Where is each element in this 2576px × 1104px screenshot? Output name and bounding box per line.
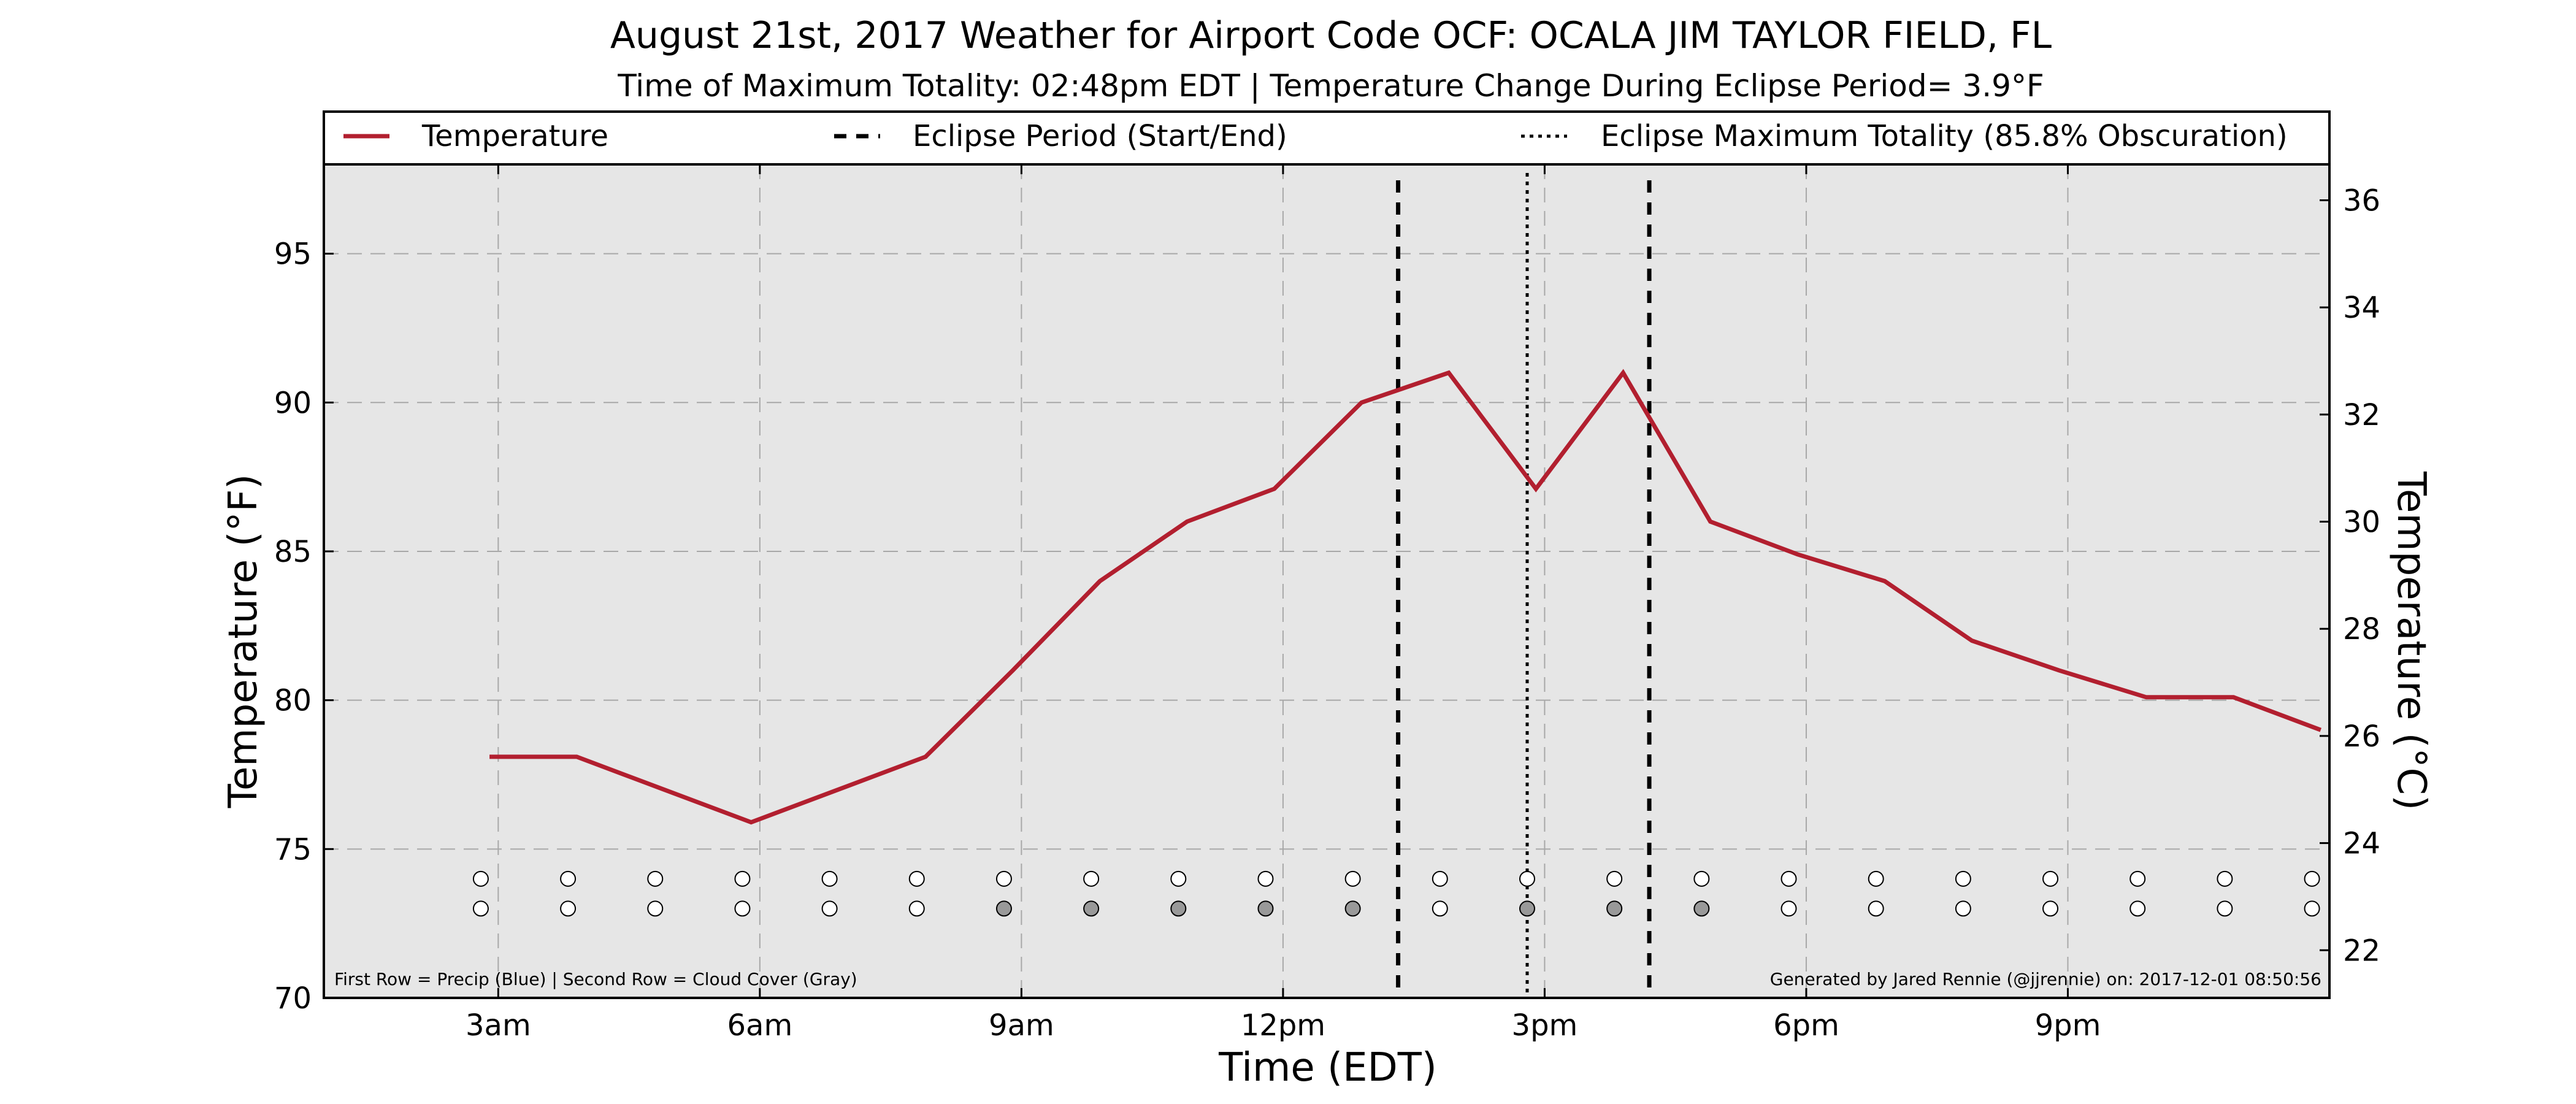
axis-ticks: 3am 6am 9am 12pm 3pm 6pm 9pm 70 75 80 85 90 95 22 24 26… bbox=[274, 164, 2380, 1043]
x-tick-label: 9am bbox=[989, 1008, 1054, 1043]
cloud-cover-dot bbox=[647, 900, 664, 917]
cloud-cover-dot bbox=[821, 900, 838, 917]
cloud-cover-dot bbox=[1606, 900, 1623, 917]
cloud-cover-dot bbox=[1955, 900, 1971, 917]
y-axis-label-left: Temperature (°F) bbox=[221, 474, 266, 809]
precip-dot bbox=[2217, 870, 2233, 887]
x-tick-label: 3pm bbox=[1512, 1008, 1578, 1043]
precip-dot bbox=[1519, 870, 1535, 887]
cloud-cover-dot bbox=[1170, 900, 1187, 917]
y-tick-label-right: 36 bbox=[2343, 184, 2380, 218]
cloud-cover-dot bbox=[1432, 900, 1448, 917]
precip-dot bbox=[647, 870, 664, 887]
y-tick-label-left: 90 bbox=[274, 386, 312, 420]
cloud-cover-dot bbox=[1344, 900, 1361, 917]
eclipse-markers bbox=[1396, 173, 1652, 998]
cloud-cover-dot bbox=[1781, 900, 1797, 917]
plot-frame bbox=[323, 163, 2331, 999]
precip-dot bbox=[1868, 870, 1884, 887]
y-tick-label-right: 26 bbox=[2343, 719, 2380, 754]
cloud-cover-dot bbox=[1519, 900, 1535, 917]
x-tick-label: 6pm bbox=[1773, 1008, 1839, 1043]
cloud-cover-dot bbox=[2042, 900, 2059, 917]
cloud-cover-dot bbox=[1693, 900, 1710, 917]
precip-dot bbox=[1083, 870, 1100, 887]
x-tick-label: 3am bbox=[466, 1008, 531, 1043]
cloud-cover-dot bbox=[734, 900, 751, 917]
x-tick-label: 9pm bbox=[2035, 1008, 2101, 1043]
legend-max-totality-label: Eclipse Maximum Totality (85.8% Obscurat… bbox=[1601, 119, 2288, 153]
y-tick-label-left: 80 bbox=[274, 684, 312, 718]
legend: Temperature Eclipse Period (Start/End) E… bbox=[343, 119, 2288, 153]
x-tick-label: 6am bbox=[727, 1008, 793, 1043]
y-tick-label-left: 75 bbox=[274, 832, 312, 867]
precip-dot bbox=[472, 870, 489, 887]
cloud-cover-dot bbox=[472, 900, 489, 917]
note-left: First Row = Precip (Blue) | Second Row =… bbox=[334, 969, 857, 989]
temperature-series-line bbox=[489, 369, 2322, 825]
cloud-cover-dot bbox=[908, 900, 925, 917]
precip-dot bbox=[1693, 870, 1710, 887]
precip-dot bbox=[908, 870, 925, 887]
precip-dot bbox=[1955, 870, 1971, 887]
precip-dot bbox=[1170, 870, 1187, 887]
legend-temperature-label: Temperature bbox=[421, 119, 608, 153]
precip-dot bbox=[1781, 870, 1797, 887]
y-tick-label-right: 22 bbox=[2343, 933, 2380, 968]
y-tick-label-left: 70 bbox=[274, 981, 312, 1016]
y-tick-label-right: 34 bbox=[2343, 291, 2380, 325]
note-right: Generated by Jared Rennie (@jjrennie) on… bbox=[1770, 969, 2321, 989]
cloud-cover-dot bbox=[560, 900, 577, 917]
legend-box bbox=[323, 110, 2331, 166]
cloud-cover-dot bbox=[1083, 900, 1100, 917]
cloud-cover-dot bbox=[2129, 900, 2146, 917]
chart-title: August 21st, 2017 Weather for Airport Co… bbox=[610, 14, 2052, 57]
cloud-cover-dot bbox=[2217, 900, 2233, 917]
precip-dot bbox=[995, 870, 1012, 887]
precip-dot bbox=[2304, 870, 2320, 887]
y-axis-label-right: Temperature (°C) bbox=[2388, 471, 2434, 810]
cloud-cover-dot bbox=[1257, 900, 1274, 917]
precip-dot bbox=[560, 870, 577, 887]
precip-dot bbox=[2042, 870, 2059, 887]
y-tick-label-right: 28 bbox=[2343, 612, 2380, 646]
precip-dot bbox=[1257, 870, 1274, 887]
y-tick-label-left: 95 bbox=[274, 237, 312, 272]
cloud-cover-dot bbox=[1868, 900, 1884, 917]
precip-dot bbox=[1344, 870, 1361, 887]
legend-eclipse-period-label: Eclipse Period (Start/End) bbox=[913, 119, 1287, 153]
y-tick-label-right: 30 bbox=[2343, 505, 2380, 540]
precip-dot bbox=[2129, 870, 2146, 887]
x-tick-label: 12pm bbox=[1241, 1008, 1325, 1043]
precip-dot bbox=[734, 870, 751, 887]
precip-dot bbox=[1432, 870, 1448, 887]
y-tick-label-right: 32 bbox=[2343, 398, 2380, 432]
precip-cloud-dots bbox=[472, 870, 2320, 917]
precip-dot bbox=[821, 870, 838, 887]
cloud-cover-dot bbox=[2304, 900, 2320, 917]
cloud-cover-dot bbox=[995, 900, 1012, 917]
plot-area bbox=[324, 164, 2329, 998]
y-tick-label-left: 85 bbox=[274, 535, 312, 569]
x-axis-label: Time (EDT) bbox=[1218, 1045, 1437, 1091]
precip-dot bbox=[1606, 870, 1623, 887]
chart-subtitle: Time of Maximum Totality: 02:48pm EDT | … bbox=[617, 68, 2044, 104]
y-tick-label-right: 24 bbox=[2343, 827, 2380, 861]
grid bbox=[324, 164, 2329, 998]
